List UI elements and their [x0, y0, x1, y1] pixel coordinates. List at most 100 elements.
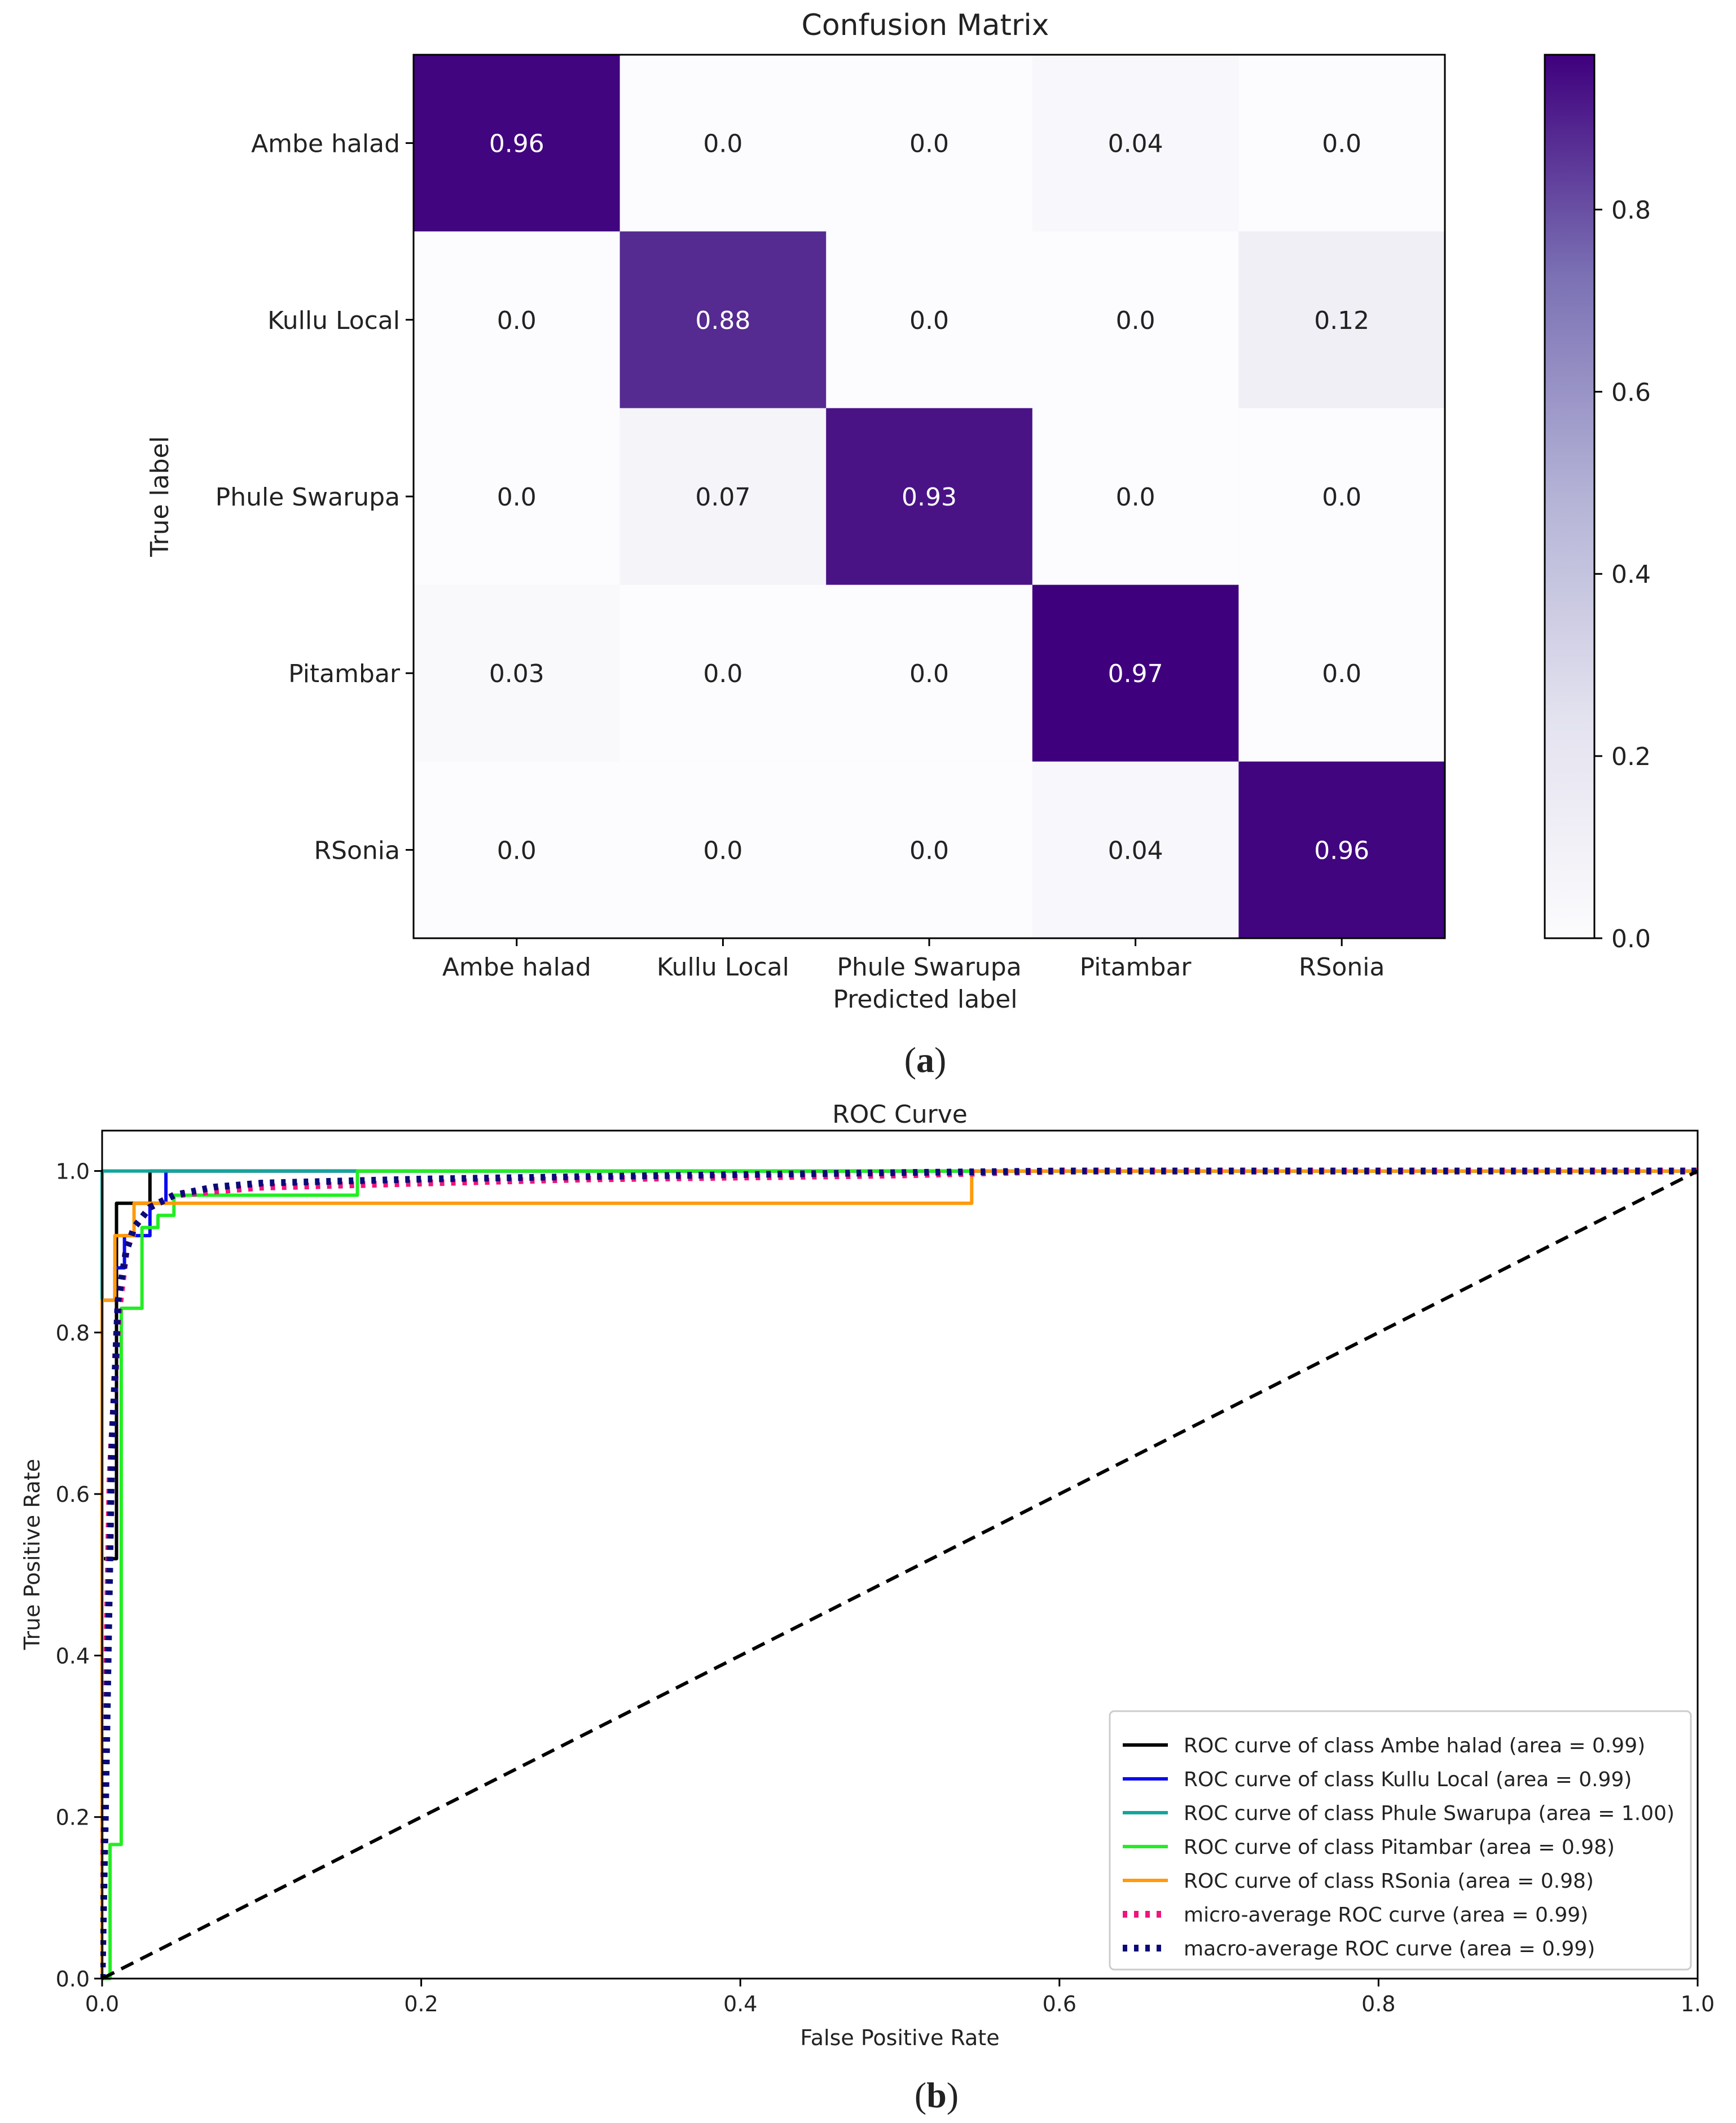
cm-cell-r3-c4 [1238, 584, 1445, 762]
colorbar-tick-4: 0.8 [1611, 196, 1651, 225]
cm-cell-r1-c2 [826, 231, 1033, 408]
confusion-matrix-xlabel: Predicted label [833, 985, 1018, 1014]
cm-cell-label-r2-c4: 0.0 [1322, 483, 1361, 512]
legend-label-roc-curve-of-class-pitambar-area-0-98: ROC curve of class Pitambar (area = 0.98… [1184, 1836, 1615, 1859]
cm-cell-r2-c1 [619, 408, 827, 586]
roc-title: ROC Curve [832, 1100, 968, 1129]
roc-ytick-4: 0.8 [56, 1321, 90, 1346]
confusion-matrix-ylabel: True label [146, 436, 174, 557]
panel-a-label: (a) [904, 1040, 947, 1080]
cm-ytick-kullu-local: Kullu Local [267, 306, 400, 335]
roc-ytick-5: 1.0 [56, 1159, 90, 1184]
cm-cell-label-r1-c0: 0.0 [497, 306, 537, 335]
cm-cell-r0-c1 [619, 55, 827, 232]
colorbar-tick-2: 0.4 [1611, 560, 1651, 589]
cm-cell-r2-c3 [1032, 408, 1239, 586]
cm-cell-r4-c2 [826, 761, 1033, 939]
colorbar-tick-0: 0.0 [1611, 925, 1651, 953]
roc-xtick-1: 0.2 [404, 1992, 438, 2016]
cm-cell-label-r3-c4: 0.0 [1322, 660, 1361, 688]
roc-xtick-4: 0.8 [1361, 1992, 1395, 2016]
confusion-matrix-y-ticks: Ambe halad Kullu Local Phule Swarupa Pitamb… [216, 130, 414, 865]
cm-cell-label-r3-c3: 0.97 [1108, 660, 1163, 688]
cm-cell-r0-c4 [1238, 55, 1445, 232]
colorbar-tick-3: 0.6 [1611, 378, 1651, 407]
cm-cell-label-r4-c0: 0.0 [497, 836, 537, 865]
roc-ylabel: True Positive Rate [20, 1459, 45, 1651]
roc-ytick-0: 0.0 [56, 1967, 90, 1992]
cm-cell-label-r2-c3: 0.0 [1116, 483, 1155, 512]
cm-cell-label-r2-c2: 0.93 [902, 483, 957, 512]
roc-legend: ROC curve of class Ambe halad (area = 0.… [1109, 1710, 1692, 1971]
cm-cell-label-r0-c2: 0.0 [909, 130, 949, 159]
cm-cell-r3-c3 [1032, 584, 1239, 762]
cm-xtick-rsonia: RSonia [1299, 953, 1385, 982]
roc-ytick-2: 0.4 [56, 1643, 90, 1668]
cm-cell-r3-c0 [414, 584, 621, 762]
confusion-matrix-panel: Confusion Matrix 0.96 0.0 0.0 0.04 0.0 0.0 0.8… [146, 8, 1651, 1080]
cm-cell-r2-c2 [826, 408, 1033, 586]
roc-series-roc-curve-of-class-pitambar-area-0-98 [102, 1169, 1698, 1980]
cm-cell-r4-c1 [619, 761, 827, 939]
roc-xtick-3: 0.6 [1043, 1992, 1076, 2016]
cm-cell-label-r2-c0: 0.0 [497, 483, 537, 512]
roc-xtick-2: 0.4 [723, 1992, 757, 2016]
cm-cell-r3-c2 [826, 584, 1033, 762]
cm-ytick-rsonia: RSonia [314, 836, 401, 865]
cm-cell-label-r1-c2: 0.0 [909, 306, 949, 335]
colorbar-ticks: 0.0 0.2 0.4 0.6 0.8 [1594, 196, 1651, 953]
cm-cell-label-r3-c1: 0.0 [703, 660, 742, 688]
cm-cell-label-r0-c4: 0.0 [1322, 130, 1361, 159]
cm-cell-r1-c3 [1032, 231, 1239, 408]
roc-x-ticks: 0.0 0.2 0.4 0.6 0.8 1.0 [85, 1979, 1715, 2016]
confusion-matrix-cells [414, 55, 1445, 939]
cm-cell-r3-c1 [619, 584, 827, 762]
legend-label-macro-average-roc-curve-area-0-99: macro-average ROC curve (area = 0.99) [1184, 1937, 1595, 1961]
roc-xtick-5: 1.0 [1681, 1992, 1715, 2016]
colorbar-tick-1: 0.2 [1611, 742, 1651, 771]
confusion-matrix-cell-labels: 0.96 0.0 0.0 0.04 0.0 0.0 0.88 0.0 0.0 0.12 0.0 0.0… [489, 130, 1369, 865]
cm-cell-label-r4-c3: 0.04 [1108, 836, 1163, 865]
cm-cell-label-r1-c4: 0.12 [1314, 306, 1369, 335]
cm-cell-label-r3-c2: 0.0 [909, 660, 949, 688]
cm-cell-label-r0-c3: 0.04 [1108, 130, 1163, 159]
cm-cell-r0-c2 [826, 55, 1033, 232]
cm-ytick-phule-swarupa: Phule Swarupa [216, 483, 400, 512]
legend-label-roc-curve-of-class-ambe-halad-area-0-99: ROC curve of class Ambe halad (area = 0.… [1184, 1734, 1645, 1757]
legend-label-roc-curve-of-class-kullu-local-area-0-99: ROC curve of class Kullu Local (area = 0… [1184, 1768, 1632, 1791]
roc-series-roc-curve-of-class-rsonia-area-0-98 [100, 1169, 1698, 1979]
roc-panel: ROC Curve 0.0 0.2 0.4 0.6 0.8 1.0 0.00.20.40.… [20, 1100, 1715, 2115]
cm-cell-r2-c4 [1238, 408, 1445, 586]
legend-label-roc-curve-of-class-rsonia-area-0-98: ROC curve of class RSonia (area = 0.98) [1184, 1870, 1594, 1893]
cm-cell-r1-c1 [619, 231, 827, 408]
cm-ytick-pitambar: Pitambar [288, 660, 401, 688]
cm-cell-r1-c4 [1238, 231, 1445, 408]
cm-xtick-kullu-local: Kullu Local [657, 953, 789, 982]
cm-cell-label-r2-c1: 0.07 [695, 483, 750, 512]
roc-legend-box [1109, 1710, 1692, 1971]
cm-xtick-phule-swarupa: Phule Swarupa [837, 953, 1021, 982]
cm-xtick-pitambar: Pitambar [1080, 953, 1192, 982]
legend-label-micro-average-roc-curve-area-0-99: micro-average ROC curve (area = 0.99) [1184, 1904, 1588, 1927]
roc-xlabel: False Positive Rate [800, 2025, 999, 2050]
roc-series-macro-average-roc-curve-area-0-99 [100, 1167, 1698, 1979]
roc-y-ticks: 0.0 0.2 0.4 0.6 0.8 1.0 [56, 1159, 102, 1992]
cm-cell-r0-c3 [1032, 55, 1239, 232]
cm-cell-label-r4-c2: 0.0 [909, 836, 949, 865]
legend-label-roc-curve-of-class-phule-swarupa-area-1-00: ROC curve of class Phule Swarupa (area =… [1184, 1802, 1675, 1825]
roc-axes-frame [101, 1129, 1699, 1980]
cm-cell-r1-c0 [414, 231, 621, 408]
roc-series-chance [101, 1169, 1699, 1980]
cm-cell-r4-c0 [414, 761, 621, 939]
cm-cell-label-r4-c4: 0.96 [1314, 836, 1369, 865]
panel-b-label: (b) [915, 2075, 959, 2115]
cm-cell-label-r0-c1: 0.0 [703, 130, 742, 159]
cm-cell-r4-c4 [1238, 761, 1445, 939]
cm-xtick-ambe-halad: Ambe halad [442, 953, 591, 982]
cm-cell-r4-c3 [1032, 761, 1239, 939]
cm-cell-label-r1-c3: 0.0 [1116, 306, 1155, 335]
cm-cell-r2-c0 [414, 408, 621, 586]
cm-cell-r0-c0 [414, 55, 621, 232]
confusion-matrix-x-ticks: Ambe halad Kullu Local Phule Swarupa Pitamb… [442, 938, 1385, 982]
